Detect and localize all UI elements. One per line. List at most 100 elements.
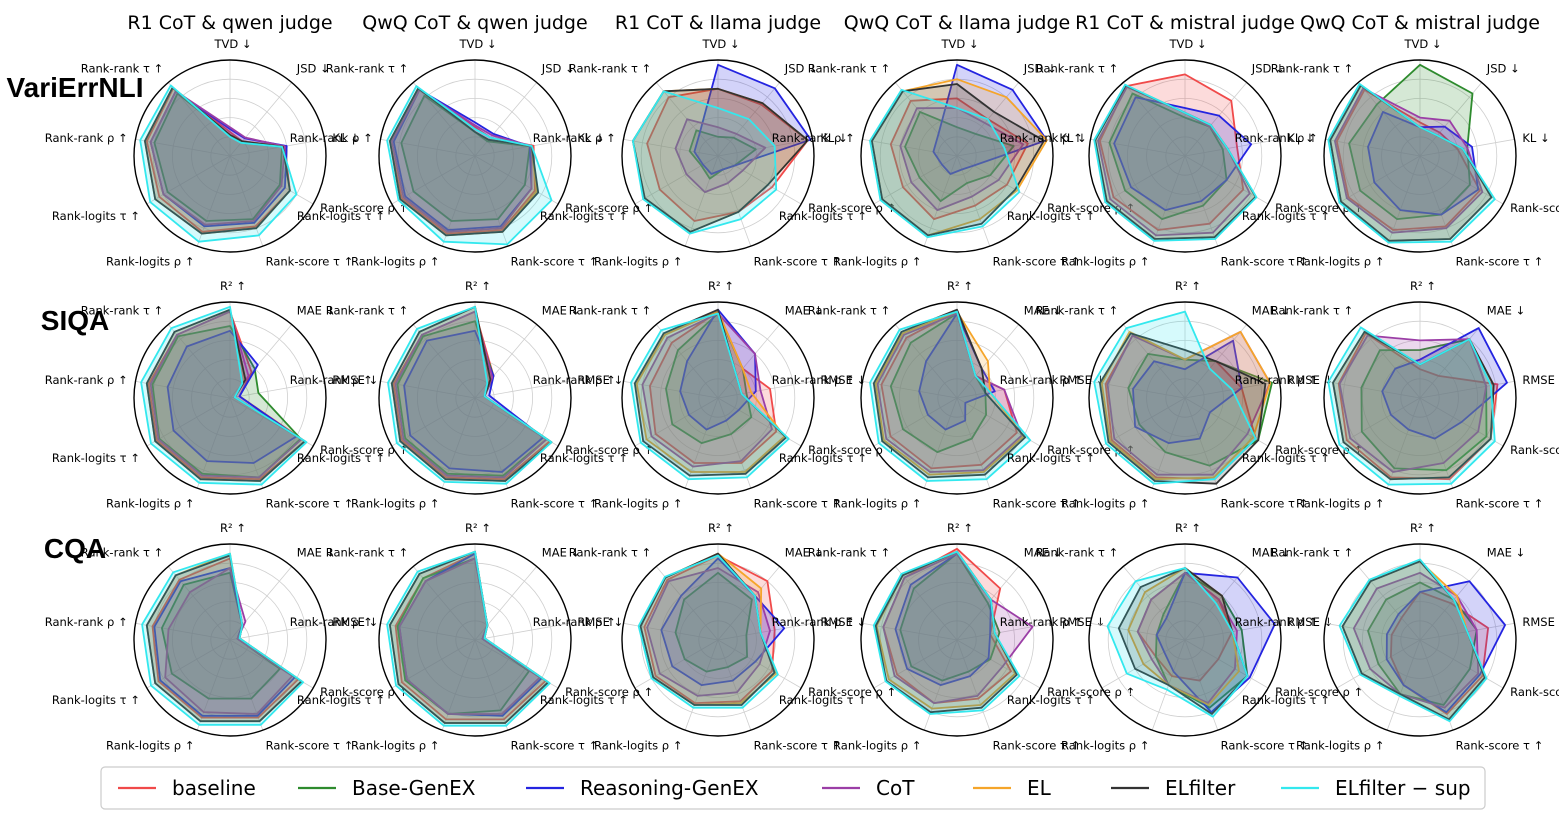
axis-label-kl: KL ↓ [332, 131, 359, 145]
row-label-cqa: CQA [44, 533, 106, 564]
series-cot-polygon [674, 118, 767, 194]
axis-label-rank-score: Rank-score τ ↑ [754, 739, 842, 753]
series-reasoning-genex-polygon [932, 63, 1048, 175]
radar-cqa-4: R² ↑ MAE ↓ RMSE ↓ Rank-score ρ ↑ Rank-score … [772, 521, 1135, 753]
grid-spoke [956, 639, 991, 731]
axis-label-jsd: JSD ↓ [296, 61, 330, 75]
axis-label-kl: KL ↓ [1287, 131, 1314, 145]
grid-spoke [873, 155, 958, 205]
axis-label-kl: KL ↓ [1059, 131, 1086, 145]
series-reasoning-genex-polygon [166, 329, 298, 464]
series-elfilter-sup-polygon [1338, 558, 1488, 723]
outer-ring [1323, 543, 1517, 737]
outer-ring [133, 59, 327, 253]
axis-label-rank-rank: Rank-rank τ ↑ [808, 61, 890, 75]
grid-spoke [474, 138, 570, 157]
axis-label-mae: MAE ↓ [1487, 303, 1525, 317]
grid-spoke [956, 155, 991, 247]
outer-ring [1323, 59, 1517, 253]
grid-spoke [862, 622, 958, 641]
axis-label-rank-score: Rank-score τ ↑ [266, 255, 354, 269]
grid-spoke [1151, 155, 1186, 247]
grid-spoke [1419, 155, 1454, 247]
axis-label-rank-score: Rank-score τ ↑ [1456, 497, 1544, 511]
axis-label-rank-score: Rank-score τ ↑ [266, 497, 354, 511]
axis-label-rank-logits: Rank-logits ρ ↑ [594, 739, 682, 753]
grid-spoke [623, 380, 719, 399]
grid-spoke [1325, 138, 1421, 157]
radar-siqa-4: R² ↑MAE ↓RMSE ↓Rank-score ρ ↑Rank-score … [772, 279, 1135, 511]
axis-label-rank-rank: Rank-rank τ ↑ [81, 545, 163, 559]
grid-spoke [1184, 639, 1219, 731]
axis-label-rank-rank: Rank-rank τ ↑ [1271, 545, 1353, 559]
axis-label-rank-rank: Rank-rank τ ↑ [326, 61, 408, 75]
axis-label-rank-logits: Rank-logits ρ ↑ [1061, 739, 1149, 753]
series-cot-polygon [390, 88, 533, 233]
axis-label-rank-score: Rank-score τ ↑ [754, 497, 842, 511]
axis-label-rank-score: Rank-score ρ ↑ [320, 201, 408, 215]
grid-spoke [1184, 397, 1219, 489]
grid-spoke [1184, 138, 1280, 157]
series-base-genex-polygon [688, 129, 757, 180]
legend-label-elfilter-sup: ELfilter − sup [1335, 776, 1471, 800]
axis-label-rank-logits: Rank-logits ρ ↑ [351, 497, 439, 511]
axis-label-rank-score: Rank-score ρ ↑ [1510, 443, 1559, 457]
outer-ring [860, 543, 1054, 737]
outer-ring [378, 301, 572, 495]
axis-label-rank-rank: Rank-rank τ ↑ [1036, 545, 1118, 559]
series-elfilter-sup-polygon [1093, 83, 1258, 242]
axis-label-rank-rank: Rank-rank ρ ↑ [533, 373, 616, 387]
axis-label-rank-logits: Rank-logits ρ ↑ [833, 255, 921, 269]
axis-label-mae: MAE ↓ [542, 303, 580, 317]
grid-spoke [1184, 82, 1248, 157]
series-base-genex-polygon [151, 325, 302, 479]
axis-label-rmse: RMSE ↓ [577, 373, 623, 387]
axis-label-rank-logits: Rank-logits τ ↑ [540, 451, 628, 465]
grid-spoke [1184, 639, 1269, 689]
series-elfilter-sup-polygon [1093, 310, 1257, 485]
series-reasoning-genex-polygon [660, 557, 786, 686]
axis-label-rank-score: Rank-score τ ↑ [1456, 255, 1544, 269]
axis-label-rank-score: Rank-score τ ↑ [993, 255, 1081, 269]
axis-label-r: R² ↑ [1410, 279, 1436, 293]
axis-label-jsd: JSD ↓ [1023, 61, 1057, 75]
outer-ring [621, 301, 815, 495]
axis-label-rank-rank: Rank-rank τ ↑ [81, 61, 163, 75]
axis-label-jsd: JSD ↓ [784, 61, 818, 75]
radar-cqa-5: R² ↑ MAE ↓ RMSE ↓ Rank-score ρ ↑ Rank-score … [1000, 521, 1363, 753]
axis-label-rank-score: Rank-score ρ ↑ [1047, 201, 1135, 215]
axis-label-r: R² ↑ [947, 279, 973, 293]
axis-label-rmse: RMSE ↓ [1059, 615, 1105, 629]
axis-label-rank-logits: Rank-logits τ ↑ [297, 209, 385, 223]
axis-label-rank-score: Rank-score ρ ↑ [1510, 201, 1559, 215]
radar-siqa-6: R² ↑ MAE ↓ RMSE ↓ Rank-score ρ ↑ Rank-score … [1235, 279, 1559, 511]
axis-label-rank-score: Rank-score τ ↑ [1221, 739, 1309, 753]
axis-label-r: R² ↑ [220, 521, 246, 535]
axis-label-kl: KL ↓ [577, 131, 604, 145]
grid-spoke [229, 622, 325, 641]
grid-spoke [717, 155, 752, 247]
outer-ring [378, 59, 572, 253]
grid-spoke [873, 397, 958, 447]
axis-label-rank-logits: Rank-logits τ ↑ [52, 693, 140, 707]
grid-spoke [1419, 324, 1483, 399]
axis-label-rank-rank: Rank-rank ρ ↑ [45, 131, 128, 145]
series-base-genex-polygon [400, 94, 531, 222]
axis-label-rank-logits: Rank-logits ρ ↑ [106, 739, 194, 753]
outer-ring [1088, 301, 1282, 495]
series-elfilter-polygon [390, 305, 553, 482]
grid-spoke [956, 397, 1041, 447]
radar-siqa-2: R² ↑ MAE ↓ RMSE ↓ Rank-score ρ ↑ Rank-score … [290, 279, 653, 511]
axis-label-rank-logits: Rank-logits τ ↑ [1242, 209, 1330, 223]
series-elfilter-sup-polygon [141, 552, 305, 726]
series-elfilter-polygon [871, 83, 1045, 237]
axis-label-rank-logits: Rank-logits ρ ↑ [351, 739, 439, 753]
series-cot-polygon [882, 552, 1034, 704]
axis-label-rank-score: Rank-score ρ ↑ [565, 201, 653, 215]
grid-spoke [1386, 397, 1421, 489]
axis-label-rank-logits: Rank-logits ρ ↑ [594, 497, 682, 511]
column-title-4: QwQ CoT & llama judge [844, 12, 1070, 34]
axis-label-rank-rank: Rank-rank ρ ↑ [45, 615, 128, 629]
series-reasoning-genex-polygon [1367, 111, 1480, 216]
